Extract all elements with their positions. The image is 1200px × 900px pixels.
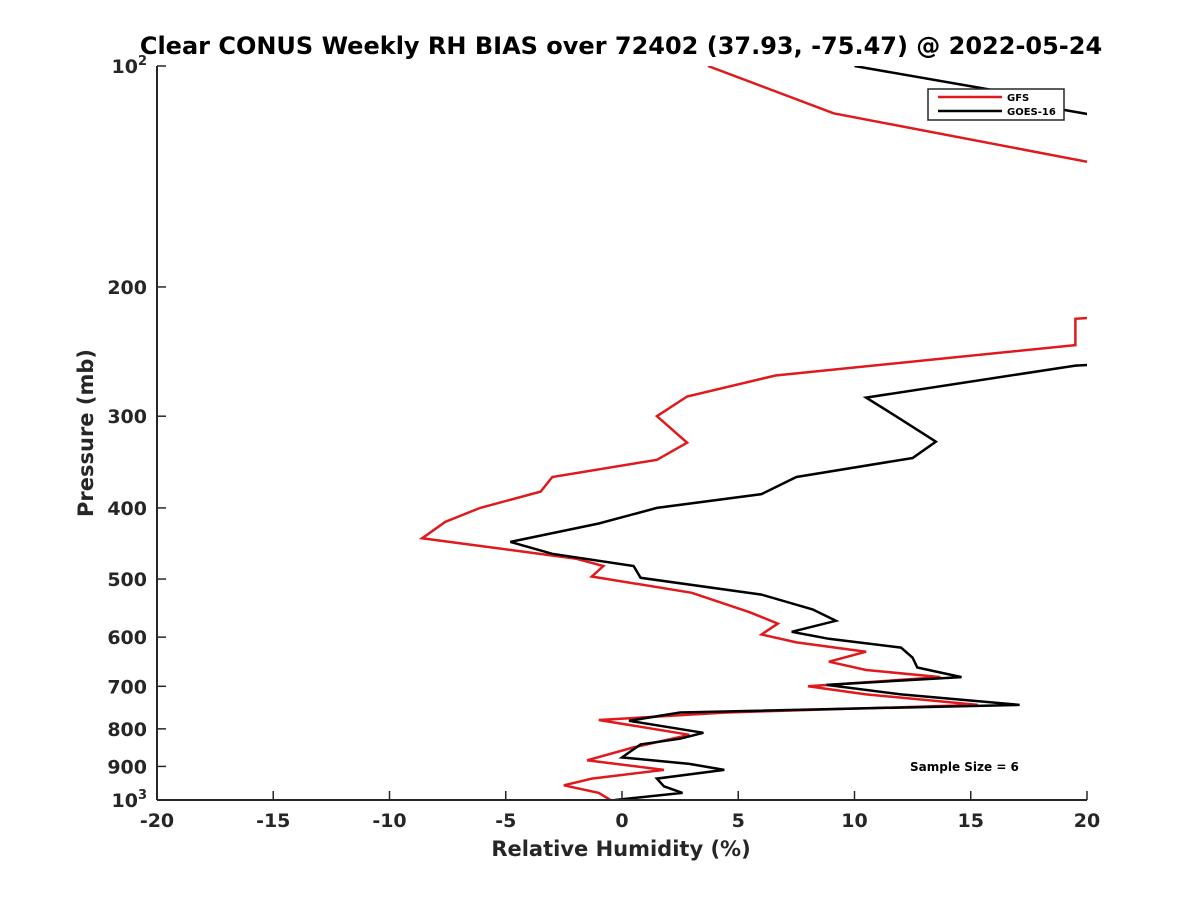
- y-tick-label: 400: [107, 498, 147, 520]
- x-ticks: -20 -15 -10 -5 0 5 10 15 20: [140, 791, 1100, 832]
- y-axis-label: Pressure (mb): [74, 349, 98, 517]
- x-axis-label: Relative Humidity (%): [491, 837, 750, 861]
- y-tick-label: 300: [107, 406, 147, 428]
- series-line-goes-16: [510, 66, 1087, 800]
- y-tick-label: 200: [107, 277, 147, 299]
- x-tick-label: -5: [495, 810, 516, 832]
- y-tick-label: 102: [112, 54, 148, 78]
- legend: GFS GOES-16: [927, 88, 1065, 121]
- legend-box: [927, 88, 1065, 121]
- x-tick-label: 15: [958, 810, 984, 832]
- chart-title: Clear CONUS Weekly RH BIAS over 72402 (3…: [140, 32, 1102, 60]
- y-tick-label: 900: [107, 756, 147, 778]
- y-ticks: 102 200 300 400 500 600 700 800 900 103: [107, 54, 166, 812]
- y-tick-label: 500: [107, 569, 147, 591]
- y-tick-label: 700: [107, 676, 147, 698]
- x-tick-label: -10: [372, 810, 406, 832]
- legend-label-goes-16: GOES-16: [1007, 107, 1056, 118]
- y-tick-label: 600: [107, 627, 147, 649]
- x-tick-label: -20: [140, 810, 174, 832]
- y-tick-label: 103: [112, 788, 148, 812]
- y-tick-label: 800: [107, 719, 147, 741]
- x-tick-label: -15: [256, 810, 290, 832]
- x-tick-label: 20: [1074, 810, 1100, 832]
- x-tick-label: 5: [732, 810, 745, 832]
- sample-size-annotation: Sample Size = 6: [910, 760, 1019, 774]
- series-layer: [418, 66, 1087, 800]
- x-tick-label: 10: [841, 810, 867, 832]
- legend-label-gfs: GFS: [1007, 93, 1029, 104]
- x-tick-label: 0: [615, 810, 628, 832]
